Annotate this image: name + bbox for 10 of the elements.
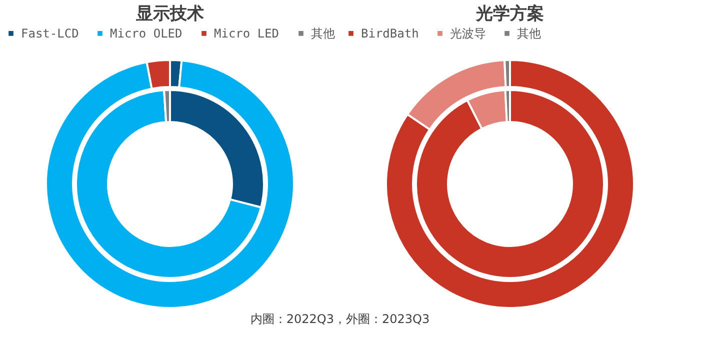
legend-label: Fast-LCD — [21, 26, 79, 40]
legend-label: 其他 — [517, 26, 541, 40]
legend-label: Micro OLED — [110, 26, 182, 40]
chart-title: 显示技术 — [135, 4, 204, 24]
legend-label: 其他 — [311, 26, 335, 40]
slice-label: BirdBath — [361, 26, 419, 40]
legend-label: Micro LED — [214, 26, 280, 40]
text: 内圈：2022Q3，外圈：2023Q3 — [250, 312, 430, 326]
chart-title: 光学方案 — [475, 3, 544, 24]
legend-label: 光波导 — [450, 26, 486, 40]
